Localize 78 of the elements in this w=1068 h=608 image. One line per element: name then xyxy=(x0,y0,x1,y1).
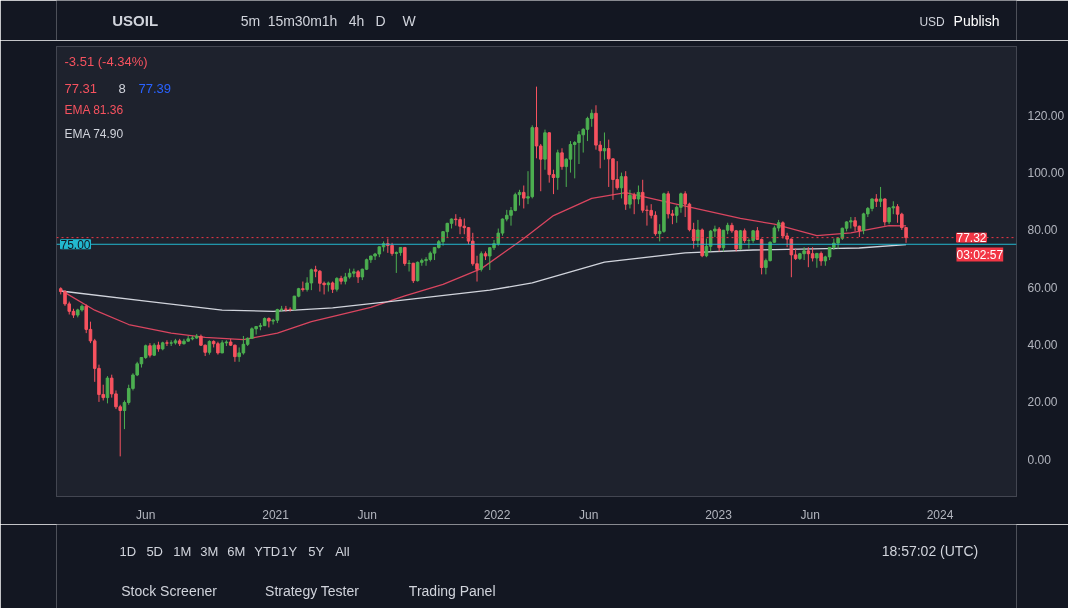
candlestick xyxy=(577,130,581,165)
candlestick xyxy=(636,185,641,205)
text: 1D xyxy=(119,543,137,559)
text: 18:57:02 (UTC) xyxy=(881,542,979,559)
candlestick xyxy=(254,325,258,336)
y-tick-label: 120.00 xyxy=(1027,108,1065,123)
text: Strategy Tester xyxy=(265,582,360,599)
y-tick-label: 100.00 xyxy=(1027,166,1065,181)
x-tick-label: 2022 xyxy=(483,507,511,522)
y-tick-label: 60.00 xyxy=(1027,280,1058,295)
candlestick xyxy=(895,203,900,224)
text: 5Y xyxy=(308,543,325,559)
annotation: EMA 81.36 xyxy=(64,102,124,117)
text: USD xyxy=(919,14,946,29)
text: 6M xyxy=(227,543,246,559)
candlestick xyxy=(878,186,883,208)
annotation: 03:02:57 xyxy=(956,247,1004,262)
candlestick xyxy=(407,259,411,272)
candlestick xyxy=(288,306,292,313)
text: 15m xyxy=(267,12,295,29)
annotation: EMA 74.90 xyxy=(64,126,124,141)
candlestick xyxy=(802,246,806,261)
candlestick xyxy=(666,190,670,219)
candlestick xyxy=(815,252,819,269)
text: Publish xyxy=(953,12,1000,29)
annotation: -3.51 (-4.34%) xyxy=(64,53,148,69)
x-tick-label: 2021 xyxy=(262,507,290,522)
x-tick-label: Jun xyxy=(136,507,156,522)
candlestick xyxy=(394,250,399,274)
annotation: 77.31 xyxy=(64,80,98,96)
chart-title: USOIL xyxy=(112,11,159,29)
text: 30m xyxy=(294,12,322,29)
candlestick xyxy=(454,213,458,227)
candlestick xyxy=(165,339,169,347)
ref-line-label: 77.32 xyxy=(956,231,987,246)
candlestick xyxy=(424,256,428,267)
x-tick-label: Jun xyxy=(357,507,377,522)
candlestick xyxy=(606,139,611,188)
y-tick-label: 40.00 xyxy=(1027,338,1058,353)
candlestick xyxy=(696,219,700,248)
annotation: 77.39 xyxy=(138,80,172,96)
candlestick xyxy=(356,269,360,284)
candlestick xyxy=(632,192,636,215)
text: All xyxy=(335,543,350,559)
candlestick xyxy=(806,246,811,268)
candlestick xyxy=(403,246,407,267)
candlestick xyxy=(301,281,305,293)
candlestick xyxy=(284,305,288,313)
y-tick-label: 20.00 xyxy=(1027,395,1058,410)
candlestick xyxy=(479,250,484,272)
text: 5m xyxy=(240,12,261,29)
annotation: 8 xyxy=(118,80,126,96)
x-tick-label: 2024 xyxy=(926,507,954,522)
candlestick xyxy=(267,316,271,328)
x-tick-label: 2023 xyxy=(705,507,733,522)
text: Trading Panel xyxy=(408,582,496,599)
candlestick xyxy=(458,216,462,235)
candlestick xyxy=(318,269,322,293)
text: 3M xyxy=(200,543,219,559)
text: 5D xyxy=(146,543,164,559)
y-tick-label: 80.00 xyxy=(1027,223,1058,238)
x-tick-label: Jun xyxy=(579,507,599,522)
ref-line-label: 75.00 xyxy=(60,237,91,252)
candlestick xyxy=(853,216,857,232)
text: YTD xyxy=(254,543,281,559)
candlestick xyxy=(560,147,564,171)
candlestick xyxy=(628,189,632,209)
text: 4h xyxy=(348,12,365,29)
x-tick-label: Jun xyxy=(800,507,820,522)
text: W xyxy=(402,12,417,29)
text: D xyxy=(375,12,386,29)
text: 1h xyxy=(321,12,338,29)
text: Stock Screener xyxy=(121,582,218,599)
y-tick-label: 0.00 xyxy=(1027,452,1052,467)
candlestick xyxy=(883,197,887,227)
text: 1M xyxy=(173,543,192,559)
text: 1Y xyxy=(281,543,298,559)
candlestick xyxy=(717,226,721,252)
